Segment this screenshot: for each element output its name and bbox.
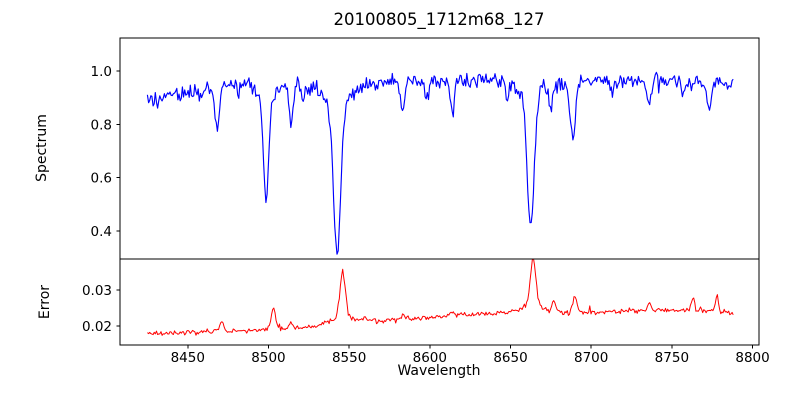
x-tick-label: 8750 [655, 350, 689, 366]
x-tick-label: 8500 [251, 350, 285, 366]
error-line [147, 259, 734, 336]
x-tick-label: 8700 [574, 350, 608, 366]
x-tick-label: 8650 [493, 350, 527, 366]
x-tick-label: 8450 [171, 350, 205, 366]
x-tick-label: 8550 [332, 350, 366, 366]
y-tick-label: 0.4 [91, 224, 112, 240]
y-tick-label: 0.6 [91, 171, 112, 187]
y-tick-label: 0.02 [82, 319, 112, 335]
y-tick-label: 0.8 [91, 117, 112, 133]
x-axis-label: Wavelength [397, 363, 480, 379]
y-tick-label: 0.03 [82, 283, 112, 299]
spectrum-axes-spine [119, 37, 760, 260]
plot-area: 1.0 0.8 0.6 0.4 0.03 0.02 8450 8500 8550 8600 8650… [82, 37, 770, 366]
figure-title: 20100805_1712m68_127 [333, 10, 544, 30]
y-tick-label: 1.0 [91, 64, 112, 80]
x-tick-label: 8600 [413, 350, 447, 366]
x-tick-label: 8800 [735, 350, 769, 366]
error-y-axis-label: Error [37, 285, 53, 319]
error-axes-spine [119, 258, 760, 346]
spectrum-y-axis-label: Spectrum [34, 114, 50, 182]
spectrum-line [146, 71, 734, 255]
